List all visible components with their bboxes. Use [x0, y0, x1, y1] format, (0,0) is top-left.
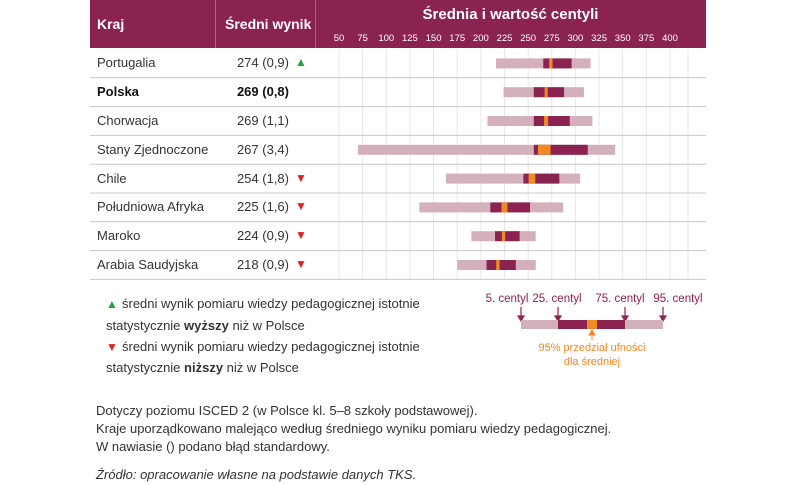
bar-mean-ci	[537, 144, 551, 155]
bar-mean-ci	[496, 260, 500, 270]
x-tick-label: 150	[426, 33, 442, 44]
triangle-down-icon: ▼	[106, 340, 118, 354]
legend-text: niż w Polsce	[223, 360, 299, 375]
legend-down-line1: średni wynik pomiaru wiedzy pedagogiczne…	[122, 339, 420, 354]
x-tick-label: 350	[615, 33, 631, 44]
table-header	[90, 0, 706, 48]
mean-score: 225 (1,6)	[236, 199, 289, 215]
percentile-legend-diagram: 5. centyl 25. centyl 75. centyl 95. cent…	[486, 293, 703, 368]
triangle-up-icon: ▲	[295, 55, 307, 70]
legend-bold: niższy	[184, 360, 224, 375]
country-name: Stany Zjednoczone	[97, 141, 209, 157]
bar-mean-ci	[544, 116, 549, 126]
triangle-down-icon: ▼	[295, 199, 307, 214]
bar-mean-ci	[528, 173, 536, 184]
arrow-up-icon	[588, 329, 596, 340]
bar-p25-p75	[486, 260, 516, 270]
country-name: Polska	[97, 84, 139, 100]
legend-bold: wyższy	[184, 318, 229, 333]
triangle-down-icon: ▼	[295, 170, 307, 185]
note-3: W nawiasie () podano błąd standardowy.	[96, 439, 330, 454]
mean-score: 267 (3,4)	[236, 141, 289, 157]
chart-title: Średnia i wartość centyli	[422, 6, 599, 23]
legend-p5-label: 5. centyl	[486, 293, 529, 305]
triangle-down-icon: ▼	[295, 257, 307, 271]
x-tick-label: 100	[378, 33, 394, 44]
note-1: Dotyczy poziomu ISCED 2 (w Polsce kl. 5–…	[96, 403, 478, 418]
country-name: Południowa Afryka	[97, 199, 204, 215]
x-tick-label: 125	[402, 33, 418, 44]
bar-mean-ci	[544, 87, 548, 98]
mean-score: 274 (0,9)	[236, 55, 289, 71]
country-name: Chorwacja	[97, 113, 159, 128]
mean-score: 224 (0,9)	[236, 228, 289, 244]
country-name: Chile	[97, 170, 127, 186]
bar-p25-p75	[523, 173, 560, 184]
header-score: Średni wynik	[225, 16, 312, 32]
bar-p25-p75	[543, 58, 572, 69]
bar-p5-p95	[357, 144, 616, 155]
legend-text: statystycznie	[106, 360, 185, 375]
bar-p25-p75	[533, 87, 565, 98]
country-name: Portugalia	[97, 55, 156, 71]
country-name: Maroko	[97, 228, 141, 244]
header-country: Kraj	[97, 16, 125, 32]
x-tick-label: 250	[520, 33, 536, 44]
legend-p95-label: 95. centyl	[653, 293, 702, 305]
bar-mean-ci	[501, 231, 506, 242]
header-divider	[315, 0, 316, 48]
note-2: Kraje uporządkowano malejąco według śred…	[96, 421, 612, 436]
x-tick-label: 75	[357, 33, 368, 44]
mean-score: 269 (1,1)	[236, 113, 289, 128]
mean-score: 218 (0,9)	[236, 257, 289, 272]
legend-ci-label-1: 95% przedział ufności	[538, 342, 645, 354]
x-tick-label: 300	[567, 33, 583, 44]
bar-p25-p75	[533, 116, 570, 126]
x-tick-label: 325	[591, 33, 607, 44]
mean-score: 254 (1,8)	[236, 170, 289, 186]
header-divider	[215, 0, 216, 48]
legend-down-line2: statystycznie niższy niż w Polsce	[106, 360, 299, 375]
x-tick-label: 275	[544, 33, 560, 44]
x-tick-label: 175	[449, 33, 465, 44]
x-tick-label: 200	[473, 33, 489, 44]
legend-ci-bar	[587, 320, 597, 329]
legend-p25-label: 25. centyl	[532, 293, 581, 305]
triangle-up-icon: ▲	[106, 297, 118, 311]
x-tick-label: 50	[334, 33, 345, 44]
x-tick-label: 400	[662, 33, 678, 44]
legend-p75-label: 75. centyl	[595, 293, 644, 305]
mean-score: 269 (0,8)	[236, 84, 289, 100]
legend-up-line1: średni wynik pomiaru wiedzy pedagogiczne…	[122, 296, 420, 311]
percentile-chart: 50 75 100 125 150 175 200 225 250 275 300 325 350 375…	[90, 33, 706, 280]
legend-ci-label-2: dla średniej	[564, 356, 620, 368]
legend-up-line2: statystycznie wyższy niż w Polsce	[106, 318, 305, 333]
bar-p25-p75	[533, 144, 588, 155]
source-note: Źródło: opracowanie własne na podstawie …	[96, 467, 417, 482]
legend-text: statystycznie	[106, 318, 185, 333]
bar-mean-ci	[501, 202, 508, 213]
country-name: Arabia Saudyjska	[97, 257, 199, 272]
x-tick-label: 375	[638, 33, 654, 44]
legend-text: niż w Polsce	[228, 318, 305, 333]
bar-mean-ci	[549, 58, 553, 69]
triangle-down-icon: ▼	[295, 228, 307, 243]
x-tick-label: 225	[497, 33, 513, 44]
bar-p25-p75	[490, 202, 531, 213]
bar-p25-p75	[495, 231, 520, 242]
bar-p5-p95	[445, 173, 581, 184]
arrow-down-icons	[516, 307, 668, 323]
